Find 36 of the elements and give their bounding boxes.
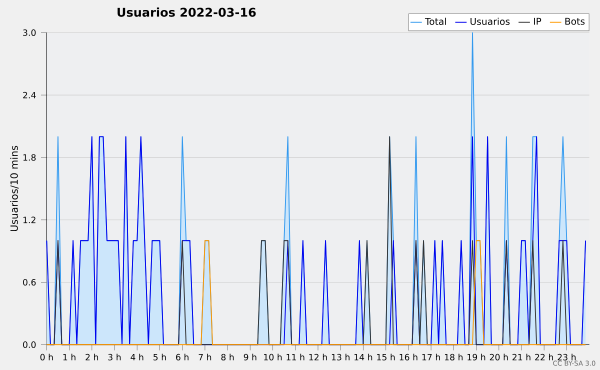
y-tick-label: 2.4 — [23, 92, 36, 98]
x-tick-label: 17 h — [422, 354, 440, 360]
x-tick-label: 18 h — [444, 354, 463, 360]
x-tick-label: 8 h — [221, 354, 234, 360]
y-axis-title: Usuarios/10 mins — [10, 146, 19, 232]
x-tick-label: 6 h — [176, 354, 188, 360]
x-tick-label: 5 h — [154, 354, 166, 360]
y-tick-label: 1.2 — [23, 216, 36, 224]
x-tick-label: 11 h — [286, 354, 304, 360]
x-tick-label: 1 h — [63, 354, 76, 360]
x-tick-label: 3 h — [108, 354, 121, 360]
legend-label: Total — [424, 18, 446, 25]
x-tick-label: 7 h — [198, 354, 212, 360]
x-tick-label: 4 h — [130, 354, 144, 360]
legend-label: IP — [534, 18, 542, 25]
x-tick-label: 23 h — [558, 354, 576, 360]
x-tick-label: 15 h — [377, 354, 395, 360]
y-tick-label: 1.8 — [23, 154, 36, 161]
x-tick-label: 12 h — [309, 354, 327, 360]
legend-label: Bots — [565, 18, 585, 25]
x-tick-label: 16 h — [400, 354, 418, 360]
y-tick-label: 0.6 — [23, 278, 36, 286]
legend-label: Usuarios — [470, 18, 510, 25]
x-tick-label: 22 h — [535, 354, 553, 360]
x-tick-label: 20 h — [490, 354, 508, 360]
x-tick-label: 13 h — [332, 354, 350, 360]
x-tick-label: 14 h — [354, 354, 372, 360]
chart-title: Usuarios 2022-03-16 — [118, 8, 256, 17]
x-tick-label: 10 h — [264, 354, 282, 360]
x-tick-label: 0 h — [40, 354, 53, 360]
x-tick-label: 21 h — [512, 354, 530, 360]
x-tick-label: 19 h — [468, 354, 486, 360]
y-tick-label: 3.0 — [23, 29, 36, 36]
y-tick-label: 0.0 — [23, 341, 36, 348]
x-tick-label: 9 h — [244, 354, 256, 360]
x-tick-label: 2 h — [86, 354, 98, 360]
